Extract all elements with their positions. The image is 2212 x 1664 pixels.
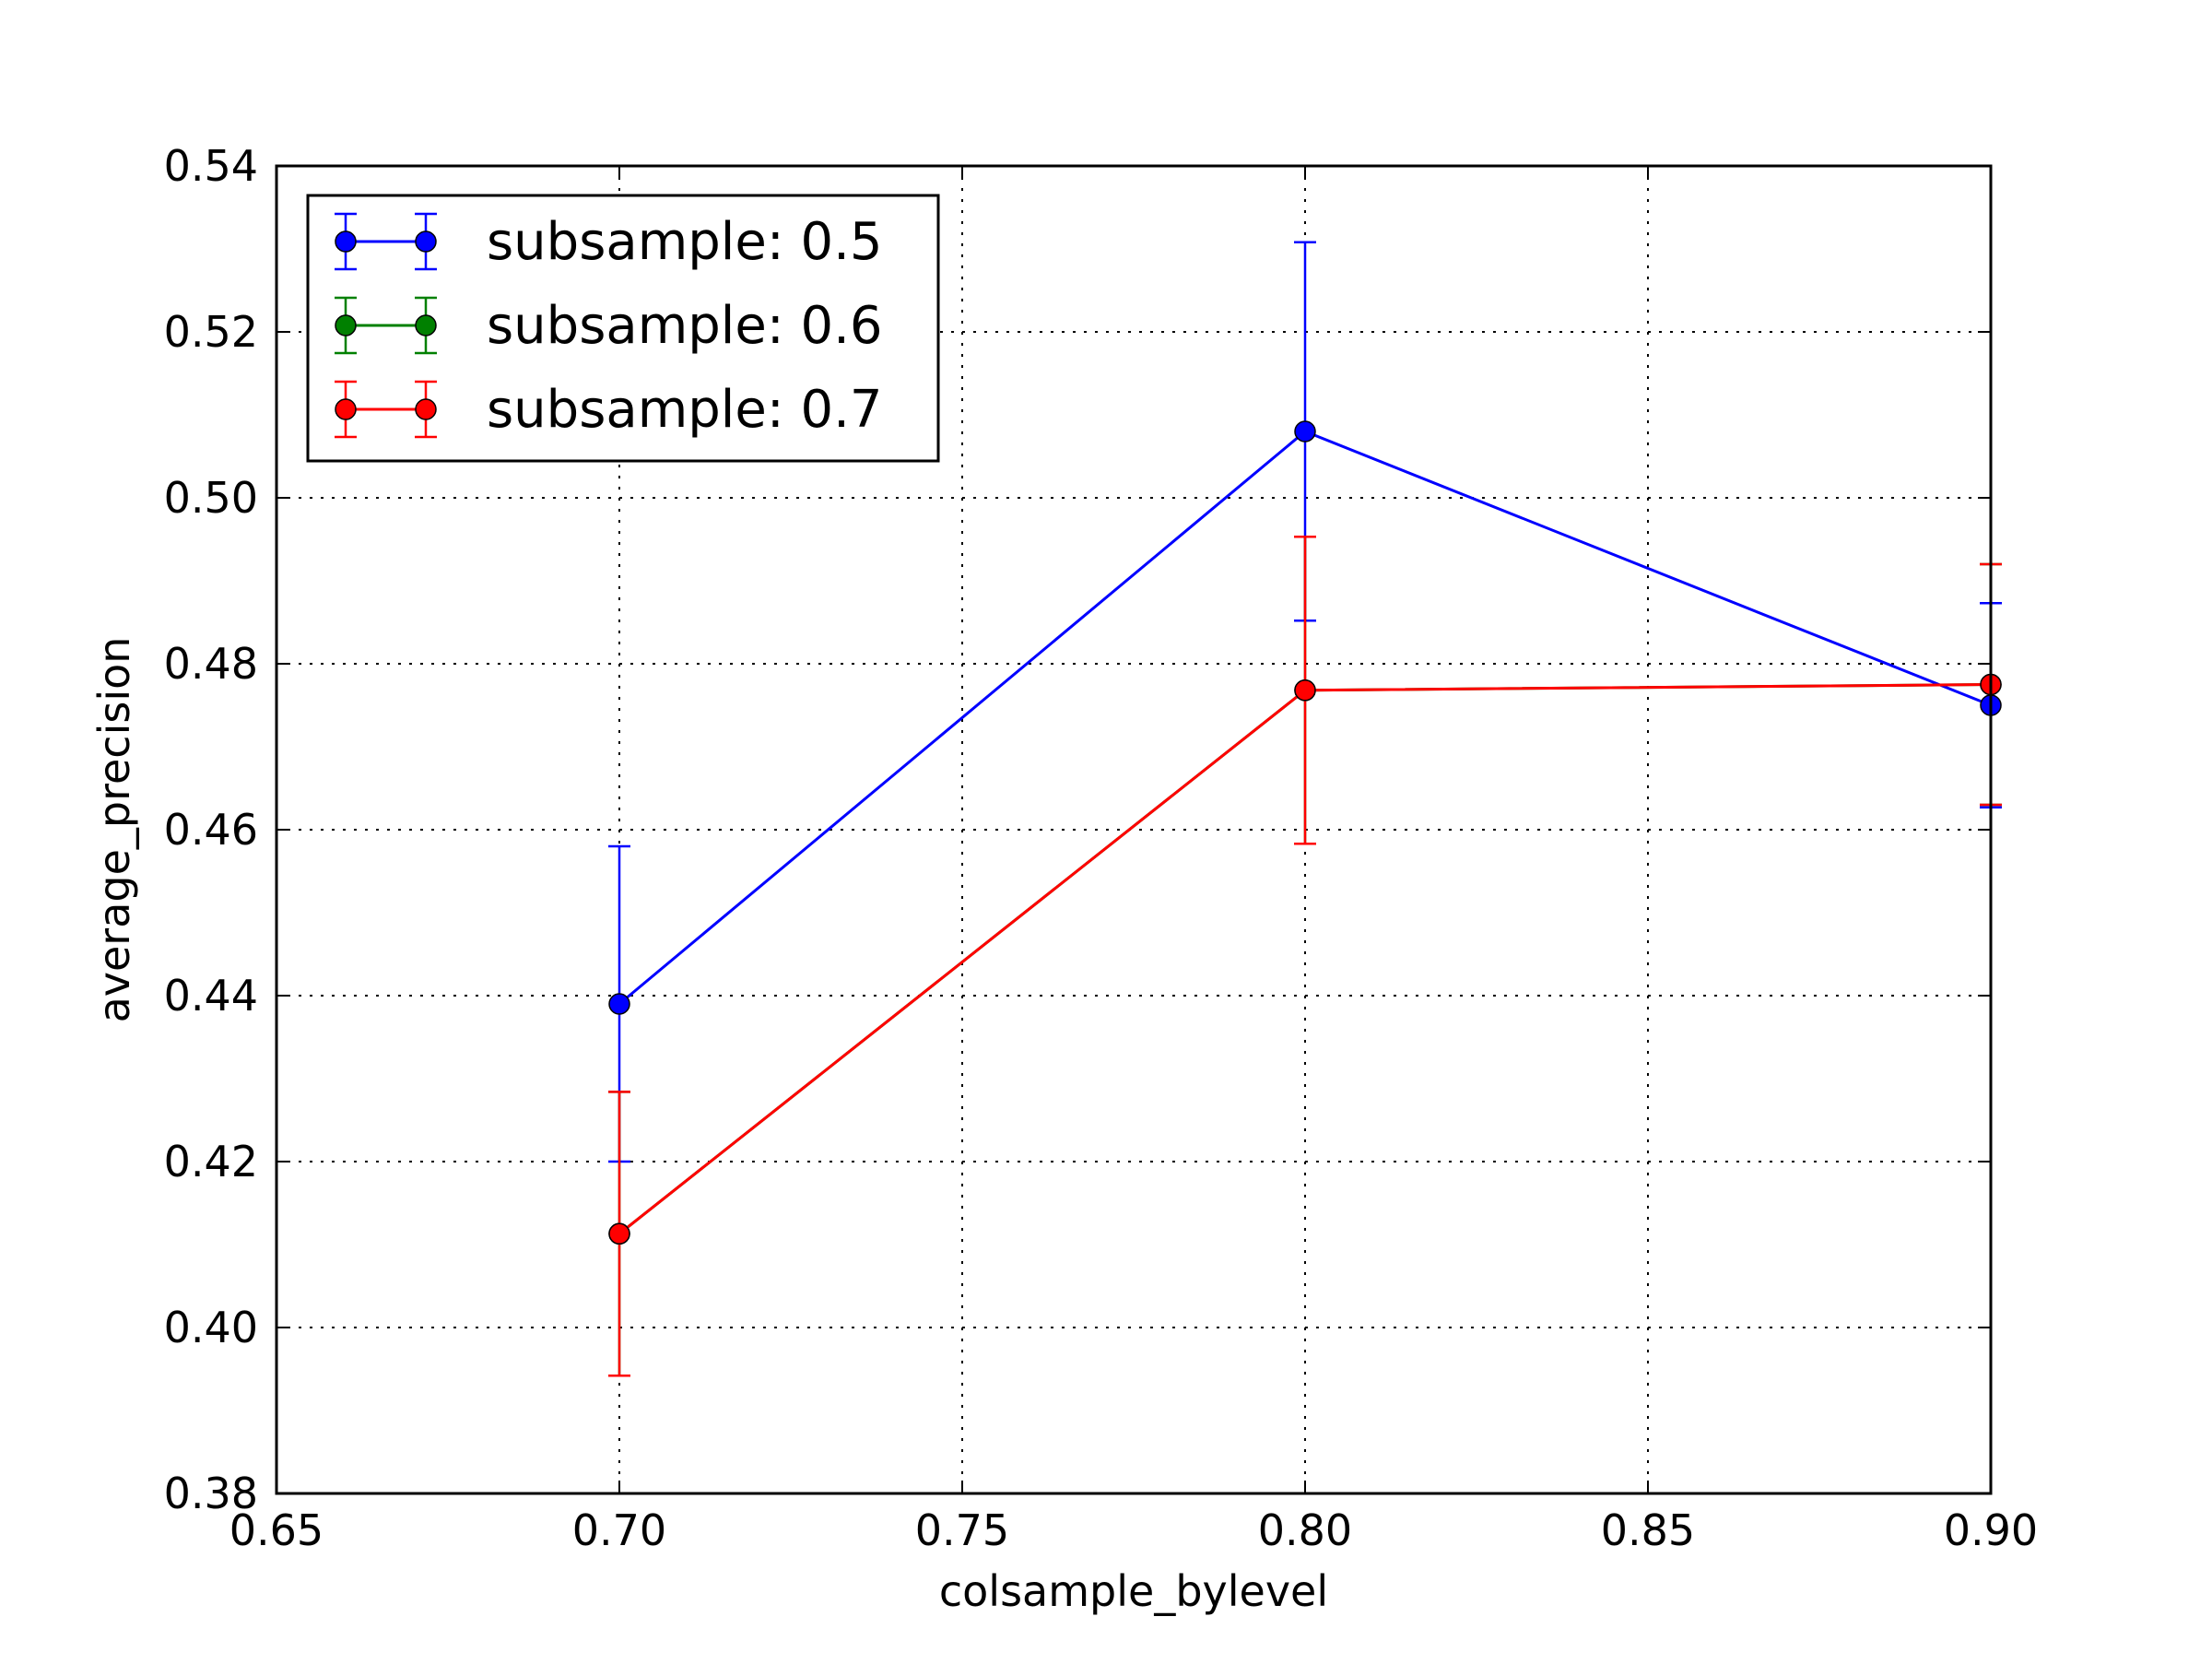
y-tick-label: 0.44 xyxy=(164,971,258,1021)
legend-entry: subsample: 0.6 xyxy=(335,296,883,356)
data-point xyxy=(608,1222,630,1245)
y-tick-label: 0.50 xyxy=(164,473,258,523)
y-tick-label: 0.42 xyxy=(164,1137,258,1186)
y-tick-label: 0.52 xyxy=(164,307,258,357)
legend-marker xyxy=(415,314,437,336)
y-tick-label: 0.48 xyxy=(164,639,258,689)
data-point xyxy=(608,993,630,1015)
series-2 xyxy=(608,536,2002,1377)
x-tick-label: 0.75 xyxy=(915,1505,1009,1555)
legend-label: subsample: 0.6 xyxy=(487,296,883,356)
data-point xyxy=(1294,420,1316,443)
y-tick-label: 0.40 xyxy=(164,1303,258,1352)
legend-entry: subsample: 0.5 xyxy=(335,212,883,272)
legend-label: subsample: 0.5 xyxy=(487,212,883,272)
legend-marker xyxy=(335,398,357,420)
legend-entry: subsample: 0.7 xyxy=(335,380,883,440)
data-point xyxy=(1294,679,1316,702)
legend-marker xyxy=(415,230,437,253)
x-axis-label: colsample_bylevel xyxy=(939,1566,1328,1616)
legend-marker xyxy=(335,230,357,253)
y-axis-label: average_precision xyxy=(89,637,139,1023)
y-tick-label: 0.54 xyxy=(164,141,258,191)
y-tick-label: 0.46 xyxy=(164,805,258,855)
x-tick-label: 0.65 xyxy=(229,1505,324,1555)
tick-layer: 0.65 0.70 0.75 0.80 0.85 0.90 0.38 0.40 0.42 0.44… xyxy=(164,141,2039,1555)
legend: subsample: 0.5 subsample: 0.6 subsample: 0… xyxy=(306,194,940,463)
x-tick-label: 0.70 xyxy=(572,1505,666,1555)
legend-box xyxy=(306,194,940,463)
legend-label: subsample: 0.7 xyxy=(487,380,883,440)
x-tick-label: 0.80 xyxy=(1258,1505,1352,1555)
legend-marker xyxy=(415,398,437,420)
y-tick-label: 0.38 xyxy=(164,1469,258,1518)
x-tick-label: 0.85 xyxy=(1601,1505,1695,1555)
x-tick-label: 0.90 xyxy=(1944,1505,2038,1555)
legend-marker xyxy=(335,314,357,336)
